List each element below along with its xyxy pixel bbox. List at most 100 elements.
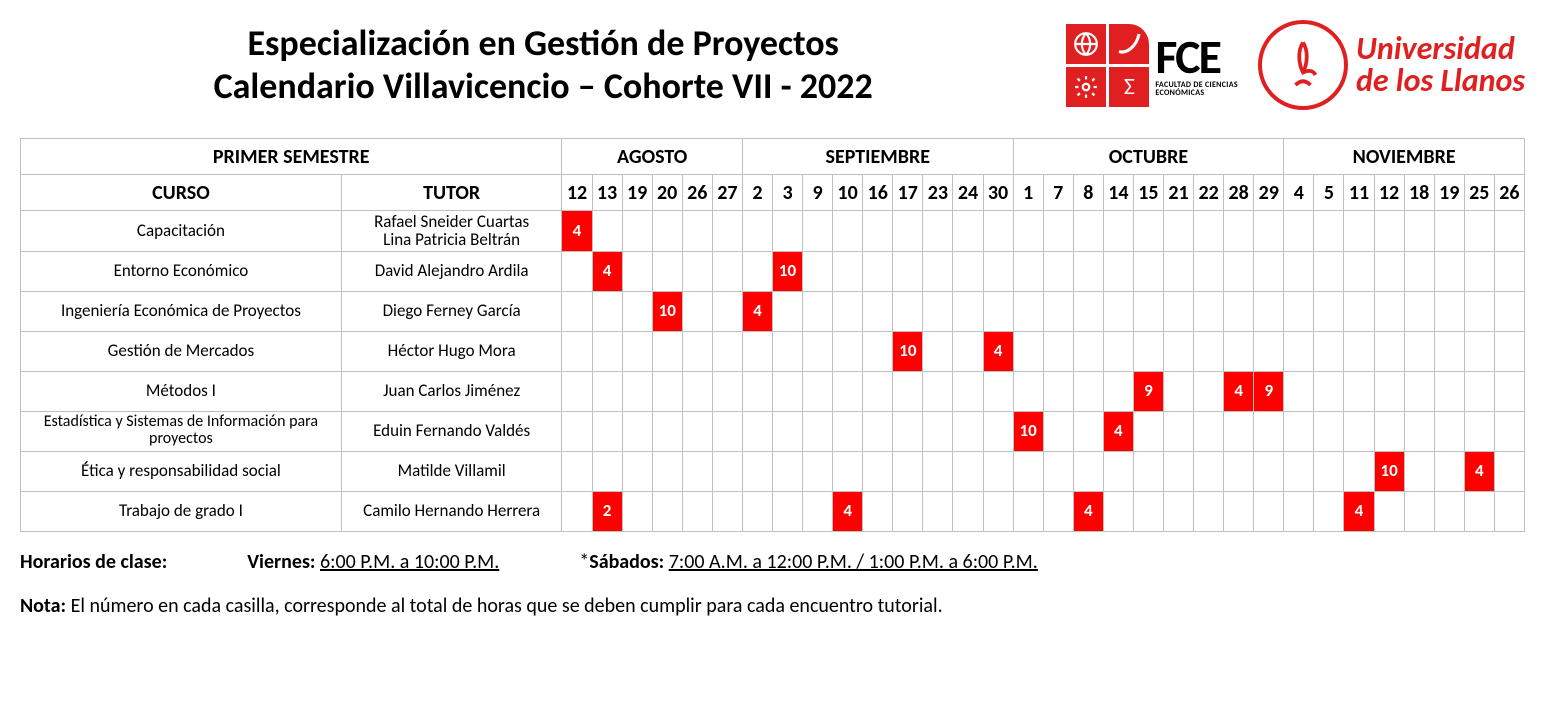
schedule-cell xyxy=(1404,331,1434,371)
schedule-cell xyxy=(1133,411,1163,451)
schedule-cell xyxy=(1194,451,1224,491)
day-header: 8 xyxy=(1073,175,1103,211)
schedule-cell xyxy=(1133,331,1163,371)
schedule-cell xyxy=(742,331,772,371)
schedule-cell xyxy=(712,451,742,491)
schedule-cell xyxy=(1374,411,1404,451)
schedule-cell xyxy=(1374,251,1404,291)
curso-cell: Métodos I xyxy=(21,371,342,411)
schedule-cell xyxy=(1344,291,1374,331)
schedule-cell xyxy=(923,371,953,411)
schedule-cell xyxy=(1103,451,1133,491)
schedule-cell: 10 xyxy=(1013,411,1043,451)
schedule-cell xyxy=(772,291,802,331)
schedule-cell xyxy=(1133,491,1163,531)
schedule-cell: 4 xyxy=(1073,491,1103,531)
schedule-cell xyxy=(1013,291,1043,331)
schedule-cell xyxy=(893,411,923,451)
curso-cell: Ética y responsabilidad social xyxy=(21,451,342,491)
schedule-cell xyxy=(983,411,1013,451)
schedule-cell xyxy=(833,451,863,491)
sabados-asterisk: * xyxy=(579,550,589,574)
schedule-cell xyxy=(1434,211,1464,252)
schedule-cell xyxy=(772,491,802,531)
schedule-cell xyxy=(1073,211,1103,252)
schedule-cell xyxy=(1073,251,1103,291)
schedule-cell xyxy=(1163,331,1193,371)
fce-logo-icon: Σ xyxy=(1066,24,1149,107)
schedule-cell xyxy=(1073,451,1103,491)
schedule-cell xyxy=(1374,331,1404,371)
day-header: 16 xyxy=(863,175,893,211)
table-row: Ingeniería Económica de ProyectosDiego F… xyxy=(21,291,1525,331)
schedule-cell xyxy=(622,291,652,331)
viernes-label: Viernes: xyxy=(247,550,315,574)
schedule-cell xyxy=(1284,251,1314,291)
schedule-cell xyxy=(562,451,592,491)
schedule-cell xyxy=(953,291,983,331)
schedule-cell xyxy=(893,251,923,291)
schedule-cell xyxy=(1374,371,1404,411)
schedule-cell: 10 xyxy=(1374,451,1404,491)
table-row: Gestión de MercadosHéctor Hugo Mora104 xyxy=(21,331,1525,371)
schedule-cell xyxy=(1404,211,1434,252)
month-header: NOVIEMBRE xyxy=(1284,139,1525,175)
schedule-cell xyxy=(622,411,652,451)
schedule-cell xyxy=(923,211,953,252)
curso-cell: Ingeniería Económica de Proyectos xyxy=(21,291,342,331)
curso-cell: Gestión de Mercados xyxy=(21,331,342,371)
schedule-cell xyxy=(592,211,622,252)
schedule-cell xyxy=(712,331,742,371)
table-row: Trabajo de grado ICamilo Hernando Herrer… xyxy=(21,491,1525,531)
schedule-cell xyxy=(1254,251,1284,291)
schedule-cell xyxy=(923,451,953,491)
fce-subtitle-2: ECONÓMICAS xyxy=(1155,89,1238,97)
schedule-cell xyxy=(1194,251,1224,291)
schedule-cell xyxy=(1013,211,1043,252)
schedule-cell xyxy=(953,371,983,411)
schedule-cell: 4 xyxy=(1103,411,1133,451)
schedule-cell: 10 xyxy=(772,251,802,291)
curso-column-header: CURSO xyxy=(21,175,342,211)
schedule-cell xyxy=(1163,211,1193,252)
note-block: Nota: El número en cada casilla, corresp… xyxy=(20,594,1525,618)
schedule-cell xyxy=(1314,211,1344,252)
schedule-cell xyxy=(1464,491,1494,531)
day-header: 3 xyxy=(772,175,802,211)
schedule-cell xyxy=(863,211,893,252)
day-header: 24 xyxy=(953,175,983,211)
curso-cell: Trabajo de grado I xyxy=(21,491,342,531)
schedule-cell xyxy=(682,331,712,371)
schedule-cell xyxy=(652,331,682,371)
schedule-cell xyxy=(923,291,953,331)
schedule-cell xyxy=(592,331,622,371)
schedule-cell xyxy=(742,451,772,491)
schedule-cell xyxy=(803,211,833,252)
schedule-cell xyxy=(1494,491,1524,531)
schedule-cell xyxy=(712,371,742,411)
schedule-cell xyxy=(1163,411,1193,451)
schedule-cell xyxy=(772,371,802,411)
schedule-cell xyxy=(1013,251,1043,291)
schedule-cell xyxy=(803,491,833,531)
schedule-cell xyxy=(1013,451,1043,491)
schedule-cell xyxy=(592,411,622,451)
day-header: 18 xyxy=(1404,175,1434,211)
schedule-cell xyxy=(1254,411,1284,451)
schedule-cell: 10 xyxy=(893,331,923,371)
schedule-cell xyxy=(1133,211,1163,252)
day-header: 22 xyxy=(1194,175,1224,211)
schedule-cell xyxy=(682,211,712,252)
schedule-cell xyxy=(1224,331,1254,371)
schedule-cell xyxy=(1344,251,1374,291)
schedule-cell xyxy=(1103,491,1133,531)
schedule-cell xyxy=(712,291,742,331)
schedule-cell xyxy=(953,251,983,291)
schedule-cell xyxy=(1494,371,1524,411)
day-header: 23 xyxy=(923,175,953,211)
table-row: CapacitaciónRafael Sneider CuartasLina P… xyxy=(21,211,1525,252)
sabados-block: *Sábados: 7:00 A.M. a 12:00 P.M. / 1:00 … xyxy=(579,550,1038,574)
nota-text: El número en cada casilla, corresponde a… xyxy=(71,594,943,618)
schedule-cell xyxy=(863,251,893,291)
schedule-cell xyxy=(1224,211,1254,252)
